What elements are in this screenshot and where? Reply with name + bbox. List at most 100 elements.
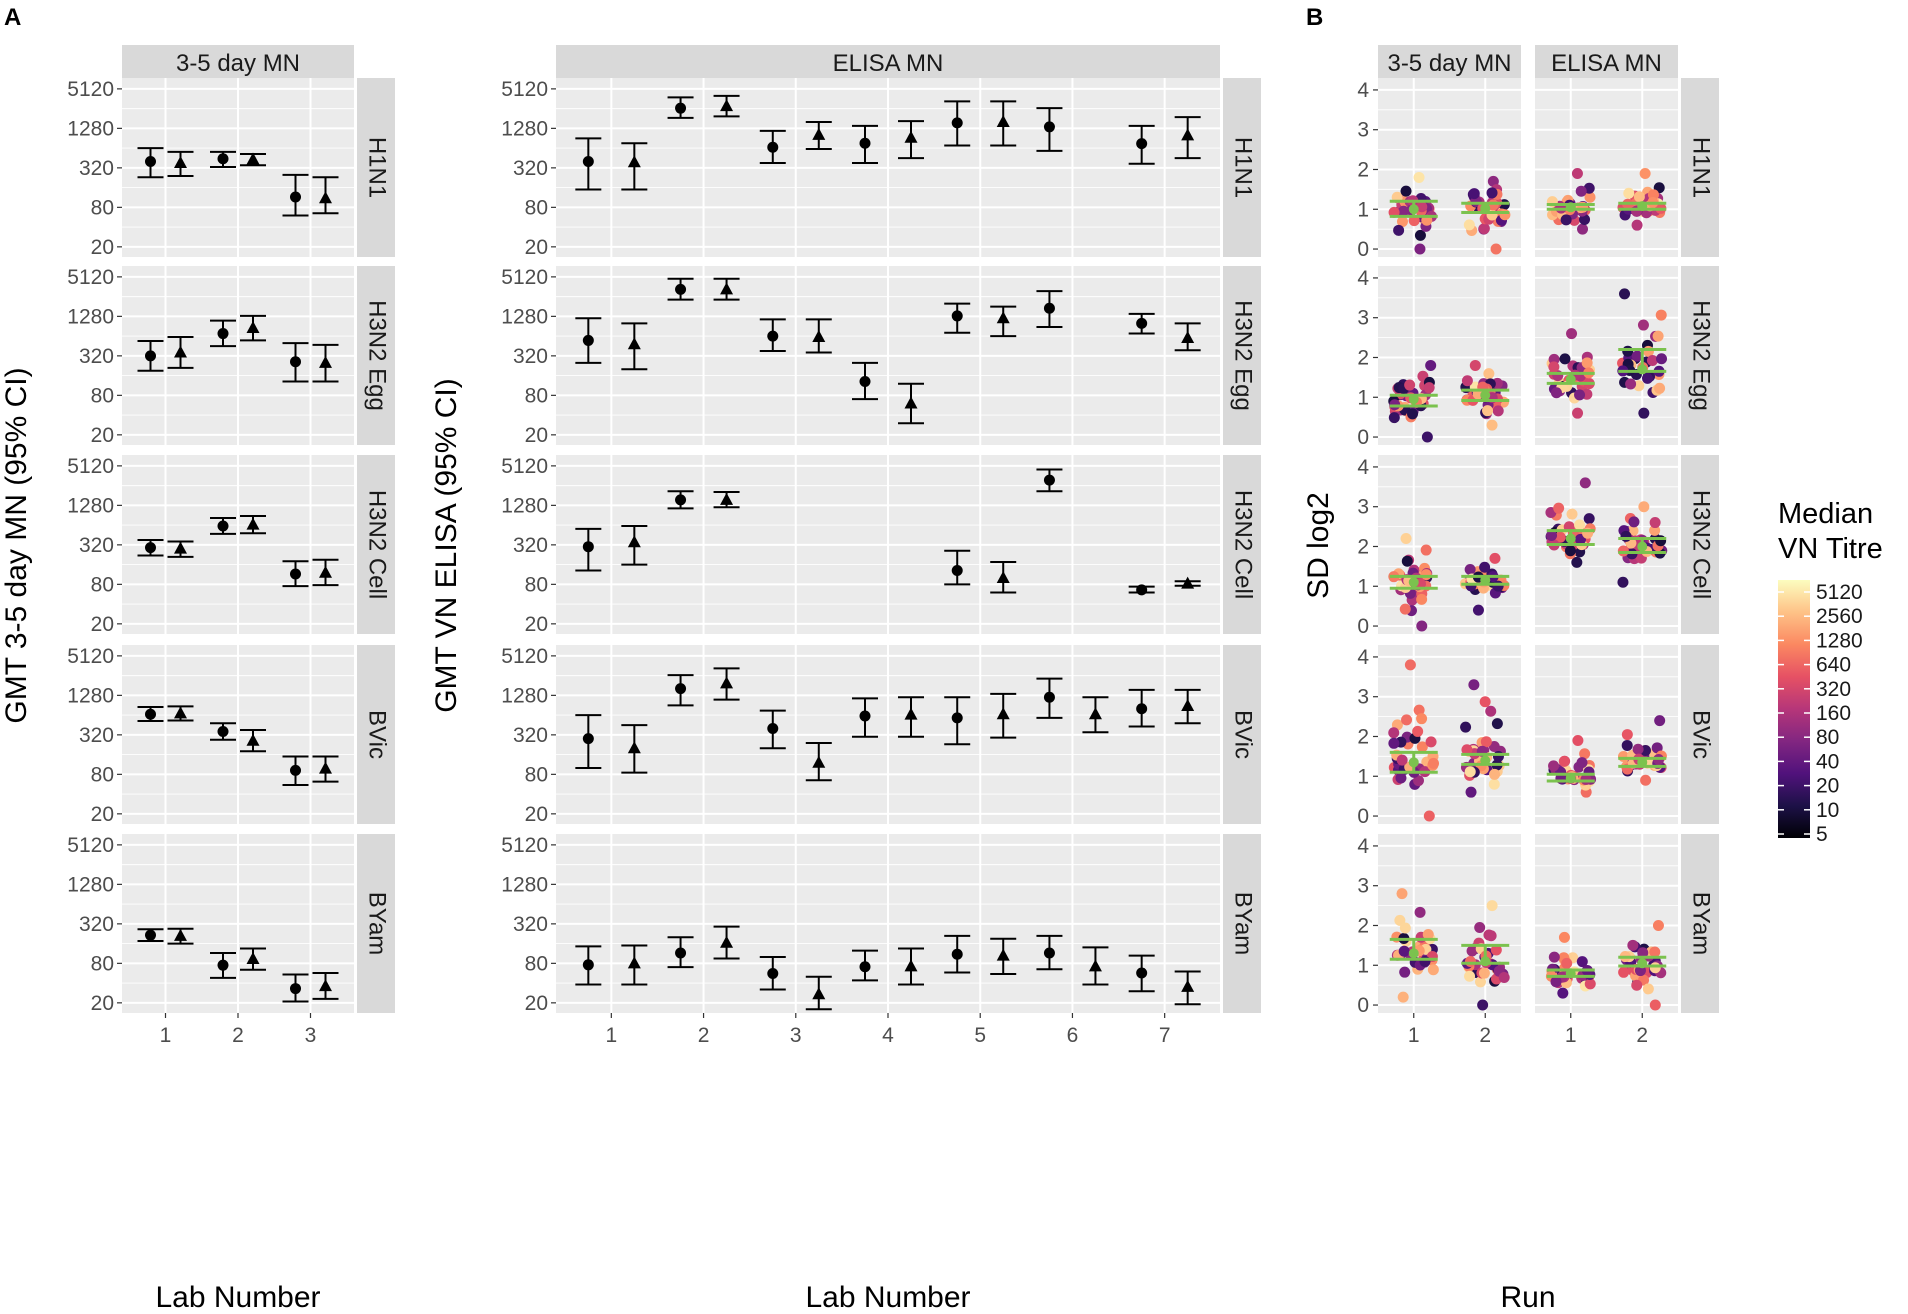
sd-point: [1416, 741, 1428, 753]
chart-gmt-elisa: ELISA MN208032012805120H1N12080320128051…: [430, 45, 1261, 1314]
sd-point: [1576, 956, 1588, 968]
sd-point: [1472, 604, 1484, 616]
sd-point: [1558, 931, 1570, 943]
sd-point: [1414, 906, 1426, 918]
row-strip-label: BVic: [364, 710, 391, 759]
gmt-triangle-run2: [319, 191, 332, 204]
sd-point: [1414, 229, 1426, 241]
mean-point: [1565, 968, 1576, 979]
sd-point: [1654, 715, 1666, 727]
sd-point: [1478, 223, 1490, 235]
chart-gmt-3-5-day: 3-5 day MN208032012805120H1N120803201280…: [0, 45, 395, 1314]
sd-point: [1479, 696, 1491, 708]
colorbar-label: 20: [1816, 775, 1839, 798]
gmt-triangle-run2: [720, 676, 734, 689]
gmt-point-run1: [145, 929, 156, 941]
x-tick-label: 1: [1565, 1024, 1577, 1047]
sd-point: [1574, 519, 1586, 531]
row-strip-label: H3N2 Egg: [1230, 300, 1257, 411]
gmt-point-run1: [675, 494, 687, 506]
gmt-triangle-run2: [812, 330, 826, 343]
mean-point: [1480, 203, 1491, 214]
sd-point: [1651, 742, 1663, 754]
sd-point: [1550, 976, 1562, 988]
sd-point: [1617, 576, 1629, 588]
sd-point: [1574, 389, 1586, 401]
x-tick-label: 4: [882, 1024, 894, 1047]
gmt-point-run1: [217, 328, 229, 340]
y-tick-label: 320: [513, 157, 548, 180]
y-tick-label: 20: [91, 992, 114, 1015]
sd-point: [1414, 243, 1426, 255]
x-axis-title: Lab Number: [805, 1281, 970, 1314]
sd-point: [1550, 387, 1562, 399]
gmt-point-run1: [859, 137, 871, 149]
gmt-point-run1: [675, 283, 687, 295]
column-strip-label: 3-5 day MN: [1387, 50, 1511, 77]
sd-point: [1622, 345, 1634, 357]
sd-point: [1400, 185, 1412, 197]
sd-point: [1413, 704, 1425, 716]
gmt-triangle-run2: [319, 761, 332, 774]
sd-point: [1625, 378, 1637, 390]
y-tick-label: 2: [1357, 914, 1369, 937]
column-strip-elisa-mn: [1535, 45, 1678, 81]
row-strip-label: BVic: [1688, 710, 1715, 759]
gmt-triangle-run2: [720, 492, 734, 505]
y-tick-label: 3: [1357, 307, 1369, 330]
sd-point: [1584, 191, 1596, 203]
y-tick-label: 5120: [501, 78, 548, 101]
sd-point: [1561, 957, 1573, 969]
sd-point: [1490, 944, 1502, 956]
sd-point: [1499, 209, 1511, 221]
sd-point: [1465, 786, 1477, 798]
sd-point: [1419, 955, 1431, 967]
sd-point: [1649, 524, 1661, 536]
gmt-triangle-run2: [174, 706, 187, 719]
sd-point: [1412, 775, 1424, 787]
y-tick-label: 20: [91, 613, 114, 636]
y-tick-label: 4: [1357, 267, 1369, 290]
gmt-point-run1: [217, 959, 229, 971]
sd-point: [1489, 768, 1501, 780]
y-tick-label: 20: [525, 992, 548, 1015]
y-tick-label: 20: [91, 424, 114, 447]
sd-point: [1466, 945, 1478, 957]
gmt-triangle-run2: [1088, 707, 1102, 720]
gmt-triangle-run2: [996, 948, 1010, 961]
sd-point: [1464, 766, 1476, 778]
gmt-point-run1: [1043, 947, 1055, 959]
y-tick-label: 20: [91, 236, 114, 259]
y-tick-label: 320: [79, 157, 114, 180]
sd-point: [1637, 319, 1649, 331]
row-strip-label: H1N1: [1230, 137, 1257, 198]
gmt-triangle-run2: [1181, 699, 1195, 712]
y-tick-label: 4: [1357, 456, 1369, 479]
y-tick-label: 320: [513, 913, 548, 936]
sd-point: [1572, 407, 1584, 419]
gmt-triangle-run2: [174, 155, 187, 168]
mean-point: [1408, 394, 1419, 405]
y-tick-label: 5120: [67, 266, 114, 289]
y-tick-label: 4: [1357, 646, 1369, 669]
sd-point: [1498, 972, 1510, 984]
sd-point: [1560, 214, 1572, 226]
sd-point: [1416, 713, 1428, 725]
sd-point: [1416, 593, 1428, 605]
chart-sd-log2: 3-5 day MN ELISA MN 0 1 2 3 4 H1N1 0 1 2 3 4 H3N2 Egg…: [1302, 45, 1719, 1314]
column-strip-label: ELISA MN: [1551, 50, 1662, 77]
mean-point: [1480, 755, 1491, 766]
y-axis-title: SD log2: [1302, 492, 1335, 599]
mean-point: [1480, 956, 1491, 967]
y-tick-label: 1280: [67, 305, 114, 328]
gmt-point-run1: [145, 708, 156, 720]
sd-point: [1646, 354, 1658, 366]
sd-point: [1399, 922, 1411, 934]
colorbar-label: 1280: [1816, 629, 1863, 652]
sd-point: [1584, 978, 1596, 990]
sd-point: [1482, 405, 1494, 417]
gmt-point-run1: [951, 310, 963, 322]
y-tick-label: 1: [1357, 198, 1369, 221]
row-strip-label: H3N2 Egg: [1688, 300, 1715, 411]
sd-point: [1566, 508, 1578, 520]
